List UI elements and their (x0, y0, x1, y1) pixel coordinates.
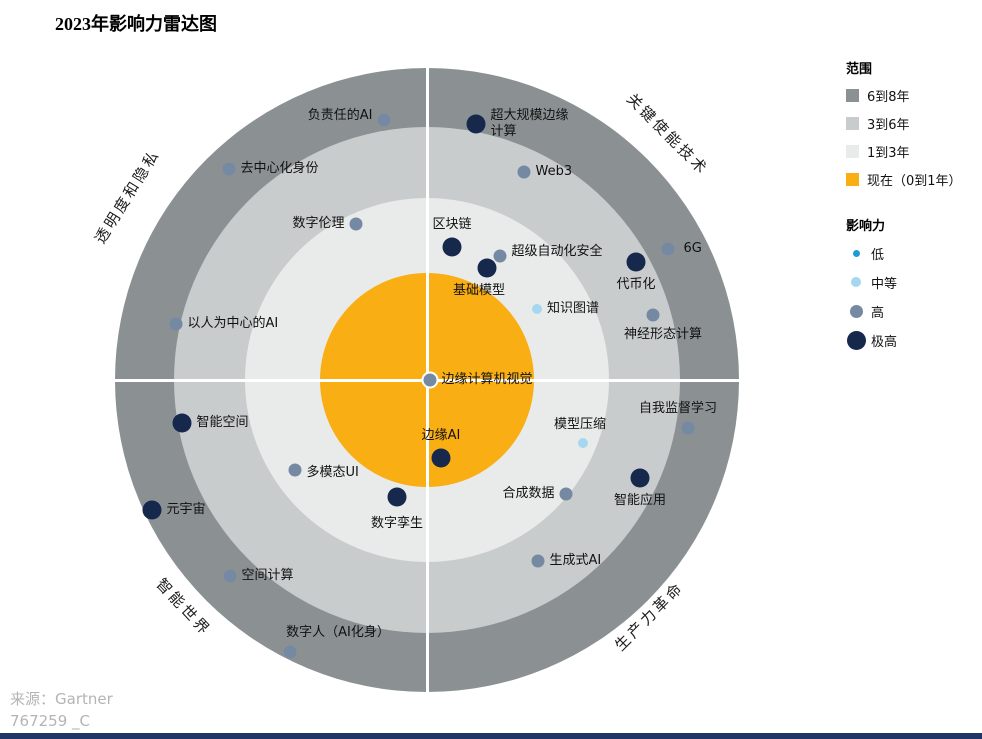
legend-impact-label: 高 (871, 305, 885, 321)
radar-point-label: 知识图谱 (547, 300, 600, 316)
source-document-id: 767259 _C (10, 712, 91, 730)
radar-point-dot (377, 113, 391, 127)
legend-impact-title: 影响力 (846, 219, 886, 234)
radar-point-label: 神经形态计算 (623, 326, 703, 342)
radar-point-dot (681, 421, 695, 435)
radar-point-label: 多模态UI (306, 464, 359, 480)
radar-point-dot (222, 162, 236, 176)
source-block: 来源：Gartner 767259 _C (10, 688, 113, 732)
legend-impact-item: 高 (846, 301, 982, 321)
radar-point-dot (466, 114, 486, 134)
source-attribution: 来源：Gartner (10, 690, 113, 708)
radar-point-label: 区块链 (432, 216, 472, 232)
page-title: 2023年影响力雷达图 (55, 14, 217, 34)
radar-point-dot (169, 317, 183, 331)
legend-impact-items: 低中等高极高 (846, 243, 982, 350)
legend-impact-dot-cell (846, 301, 866, 321)
legend-swatch (846, 173, 859, 186)
legend-impact-dot (851, 277, 861, 287)
legend-range-item: 现在（0到1年） (846, 170, 982, 189)
radar-point-dot (477, 258, 497, 278)
radar-point-label: 智能应用 (613, 492, 667, 508)
radar-point-label: 空间计算 (241, 567, 294, 583)
legend-panel: 范围 6到8年 3到6年 1到3年现在（0到1年） 影响力 低中等高极高 (846, 58, 982, 359)
radar-point-dot (517, 165, 531, 179)
legend-range-item: 6到8年 (846, 86, 982, 105)
radar-point-dot (288, 463, 302, 477)
legend-swatch (846, 145, 859, 158)
legend-impact-label: 中等 (871, 276, 898, 292)
radar-point-dot (630, 468, 650, 488)
legend-impact-label: 低 (871, 247, 885, 263)
radar-point-dot (142, 500, 162, 520)
radar-point-label: 代币化 (616, 276, 656, 292)
legend-impact-dot (849, 304, 863, 318)
radar-point-label: 超级自动化安全 (511, 243, 603, 259)
legend-impact-dot-cell (846, 330, 866, 350)
legend-range-title: 范围 (846, 62, 873, 77)
legend-range-item: 1到3年 (846, 142, 982, 161)
radar-point-dot (661, 242, 675, 256)
legend-range-label: 3到6年 (867, 118, 910, 133)
radar-point-dot (172, 413, 192, 433)
radar-point-label: 去中心化身份 (240, 160, 319, 176)
radar-point-dot (493, 249, 507, 263)
radar-point-dot (626, 252, 646, 272)
radar-point-dot (283, 645, 297, 659)
radar-point-label: 以人为中心的AI (187, 315, 279, 331)
radar-point-dot (431, 448, 451, 468)
radar-point-dot (349, 217, 363, 231)
footer-accent-bar (0, 733, 982, 739)
legend-impact-label: 极高 (871, 334, 898, 350)
legend-impact-dot-cell (846, 243, 866, 263)
radar-point-label: 边缘AI (421, 427, 461, 443)
radar-point-label: 数字孪生 (370, 515, 424, 531)
legend-impact-item: 低 (846, 243, 982, 263)
legend-impact-dot (846, 330, 866, 350)
legend-impact-dot (852, 249, 860, 257)
radar-point-dot (387, 487, 407, 507)
radar-point-dot (578, 438, 588, 448)
radar-point-dot (532, 304, 542, 314)
legend-range-item: 3到6年 (846, 114, 982, 133)
radar-point-label: 智能空间 (196, 414, 249, 430)
legend-swatch (846, 117, 859, 130)
radar-point-label: 数字人（AI化身） (286, 624, 390, 640)
radar-point-dot (646, 308, 660, 322)
radar-point-label: 负责任的AI (307, 107, 373, 123)
radar-point-label: Web3 (535, 163, 573, 179)
radar-point-label: 模型压缩 (553, 416, 607, 432)
radar-point-label: 自我监督学习 (638, 400, 718, 416)
radar-point-dot (442, 237, 462, 257)
legend-range-items: 6到8年 3到6年 1到3年现在（0到1年） (846, 86, 982, 189)
legend-range-label: 1到3年 (867, 146, 910, 161)
radar-point-dot (423, 373, 437, 387)
radar-point-dot (531, 554, 545, 568)
legend-range-label: 现在（0到1年） (867, 174, 962, 189)
radar-point-label: 基础模型 (452, 282, 506, 298)
radar-point-label: 6G (683, 240, 702, 256)
legend-impact-item: 中等 (846, 272, 982, 292)
radar-point-label: 超大规模边缘 计算 (490, 107, 569, 139)
radar-point-label: 数字伦理 (292, 215, 345, 231)
radar-point-label: 元宇宙 (166, 501, 206, 517)
radar-point-label: 生成式AI (549, 552, 602, 568)
radar-point-label: 边缘计算机视觉 (441, 371, 533, 387)
legend-range-label: 6到8年 (867, 90, 910, 105)
legend-impact-dot-cell (846, 272, 866, 292)
radar-point-dot (223, 569, 237, 583)
radar-point-dot (559, 487, 573, 501)
legend-impact-item: 极高 (846, 330, 982, 350)
radar-point-label: 合成数据 (502, 485, 555, 501)
legend-swatch (846, 89, 859, 102)
